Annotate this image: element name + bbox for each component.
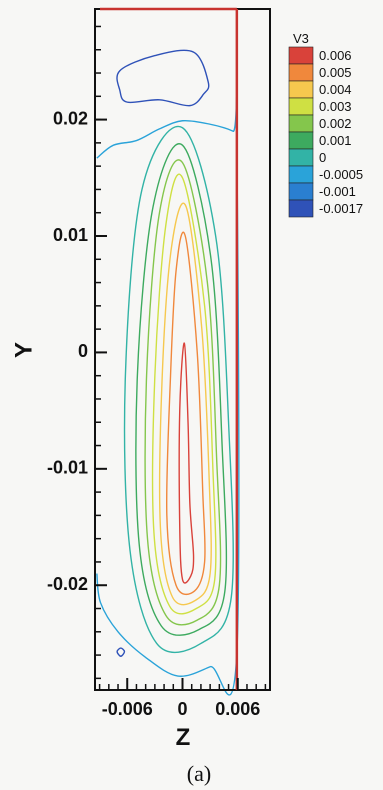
legend-label-9: -0.0017 (319, 201, 363, 216)
legend: V3 0.006 0.005 0.004 0.003 0.002 0.001 0 -0.000… (288, 31, 363, 218)
legend-swatch-2 (288, 80, 314, 99)
contour-line-7 (96, 96, 240, 696)
y-tick-label-1: 0.01 (53, 225, 88, 245)
x-tick-label-2: 0.006 (215, 699, 260, 719)
legend-swatch-1 (288, 63, 314, 82)
legend-swatch-6 (288, 148, 314, 167)
y-tick-label-4: -0.02 (47, 574, 88, 594)
x-tick-label-0: -0.006 (102, 699, 153, 719)
figure-caption: (a) (187, 761, 211, 786)
legend-swatch-3 (288, 97, 314, 116)
axes: 0.02 0.01 0 -0.01 -0.02 -0.006 0 0.006 (47, 25, 267, 719)
legend-swatch-4 (288, 114, 314, 133)
contour-line-3 (151, 173, 217, 615)
contour-line-1 (165, 231, 206, 596)
legend-label-5: 0.001 (319, 133, 352, 148)
y-axis-title: Y (10, 342, 37, 358)
legend-swatch-0 (288, 46, 314, 65)
legend-label-8: -0.001 (319, 184, 356, 199)
legend-label-3: 0.003 (319, 99, 352, 114)
y-tick-label-0: 0.02 (53, 108, 88, 128)
contour-line-4 (144, 159, 222, 626)
legend-title: V3 (293, 31, 309, 46)
legend-swatch-5 (288, 131, 314, 150)
contour-line-5 (135, 143, 228, 636)
contour-line-0 (178, 342, 195, 584)
contour-line-6 (123, 125, 234, 654)
contour-line-9 (116, 647, 126, 657)
legend-label-6: 0 (319, 150, 326, 165)
legend-label-2: 0.004 (319, 82, 352, 97)
legend-label-7: -0.0005 (319, 167, 363, 182)
legend-label-1: 0.005 (319, 65, 352, 80)
legend-label-4: 0.002 (319, 116, 352, 131)
x-axis-title: Z (176, 724, 191, 751)
y-tick-label-3: -0.01 (47, 458, 88, 478)
legend-swatch-9 (288, 199, 314, 218)
contour-lines (96, 49, 240, 696)
legend-swatch-7 (288, 165, 314, 184)
contour-line-8 (116, 49, 210, 107)
contour-line-2 (159, 202, 212, 606)
legend-label-0: 0.006 (319, 48, 352, 63)
x-tick-label-1: 0 (177, 699, 187, 719)
legend-swatch-8 (288, 182, 314, 201)
y-tick-label-2: 0 (78, 341, 88, 361)
